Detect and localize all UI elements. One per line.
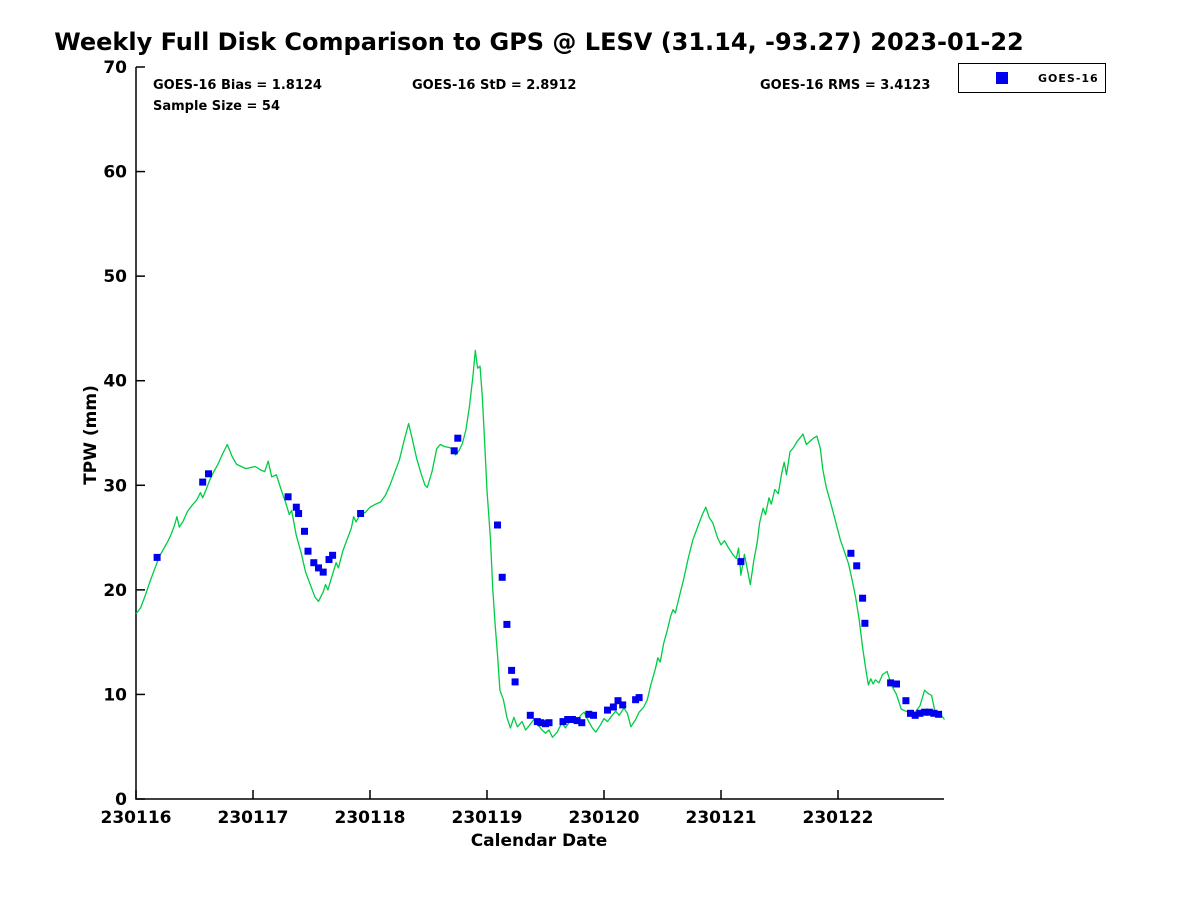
chart-title: Weekly Full Disk Comparison to GPS @ LES… [54, 28, 1024, 56]
goes16-marker [921, 708, 929, 716]
goes16-marker [887, 679, 895, 687]
y-tick-label: 40 [103, 372, 127, 392]
goes16-marker [614, 697, 622, 705]
goes16-marker [902, 697, 910, 705]
stat-std: GOES-16 StD = 2.8912 [412, 78, 577, 93]
y-tick-label: 10 [103, 685, 127, 705]
goes16-marker [329, 551, 337, 559]
stat-rms: GOES-16 RMS = 3.4123 [760, 78, 931, 93]
goes16-marker [153, 553, 161, 561]
y-tick-label: 20 [103, 581, 127, 601]
goes16-marker [568, 716, 576, 723]
stat-bias: GOES-16 Bias = 1.8124 [153, 78, 322, 93]
goes16-marker [199, 478, 207, 486]
goes16-marker [911, 711, 919, 719]
x-tick-label: 230120 [569, 808, 640, 828]
goes16-marker [450, 447, 458, 455]
goes16-marker [284, 493, 292, 501]
goes16-marker [590, 711, 597, 719]
goes16-marker [498, 573, 506, 581]
x-tick-label: 230116 [101, 808, 172, 828]
goes16-marker [585, 710, 593, 718]
goes16-marker [635, 694, 643, 702]
gps-line [135, 349, 946, 738]
goes16-marker [310, 559, 318, 567]
goes16-marker [893, 680, 900, 688]
stat-sample-size: Sample Size = 54 [153, 99, 281, 114]
goes16-marker [545, 719, 553, 727]
goes16-marker [564, 716, 572, 723]
goes16-marker [604, 706, 611, 714]
goes16-marker [916, 709, 924, 717]
x-axis-label: Calendar Date [470, 831, 608, 851]
y-tick-label: 60 [103, 163, 127, 183]
y-ticks: 0 10 20 30 40 50 60 70 [103, 58, 145, 810]
goes16-marker [935, 710, 943, 718]
x-tick-label: 230122 [803, 808, 874, 828]
legend: GOES-16 [958, 63, 1106, 93]
goes16-marker [737, 558, 745, 566]
goes16-marker [304, 547, 312, 555]
y-tick-label: 50 [103, 267, 127, 287]
goes16-marker [537, 719, 545, 727]
goes16-marker [609, 703, 617, 711]
goes16-marker [930, 709, 938, 717]
goes16-legend-marker-icon [996, 72, 1008, 84]
goes16-marker [295, 510, 303, 517]
goes16-marker [292, 503, 300, 511]
goes16-marker [526, 711, 534, 719]
x-tick-label: 230121 [686, 808, 757, 828]
goes16-marker [559, 718, 567, 726]
goes16-marker [573, 717, 581, 725]
goes16-marker [861, 619, 869, 627]
goes16-marker [301, 527, 308, 535]
goes16-marker [853, 562, 861, 570]
goes16-marker [454, 434, 462, 442]
goes16-marker [847, 549, 855, 557]
y-tick-label: 70 [103, 58, 127, 78]
goes16-marker [494, 521, 501, 529]
y-tick-label: 0 [115, 790, 127, 810]
goes16-marker [315, 564, 322, 572]
goes16-marker [925, 708, 933, 716]
goes16-marker [859, 594, 867, 602]
goes16-marker [578, 719, 586, 727]
goes16-marker [319, 568, 327, 576]
legend-label: GOES-16 [1038, 71, 1099, 85]
x-tick-label: 230117 [218, 808, 289, 828]
goes16-markers [153, 434, 943, 728]
goes16-marker [511, 678, 519, 686]
y-axis-label: TPW (mm) [81, 385, 101, 485]
x-ticks: 230116 230117 230118 230119 230120 230121 2301… [101, 790, 874, 828]
goes16-marker [503, 620, 511, 628]
goes16-marker [907, 709, 914, 717]
x-tick-label: 230119 [452, 808, 523, 828]
x-tick-label: 230118 [335, 808, 406, 828]
goes16-marker [508, 666, 516, 674]
axes [135, 67, 944, 800]
goes16-marker [205, 470, 212, 478]
goes16-marker [325, 556, 333, 563]
goes16-marker [619, 701, 627, 709]
goes16-marker [357, 510, 365, 517]
y-tick-label: 30 [103, 476, 127, 496]
